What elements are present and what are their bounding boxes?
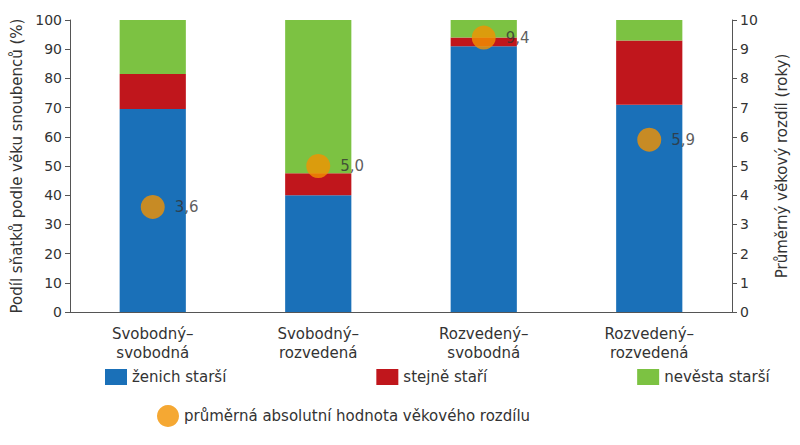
svg-text:0: 0 [740, 304, 749, 320]
svg-text:průměrná absolutní hodnota věk: průměrná absolutní hodnota věkového rozd… [184, 407, 530, 425]
svg-text:Průměrný věkový rozdíl (roky): Průměrný věkový rozdíl (roky) [773, 54, 791, 279]
svg-text:9: 9 [740, 41, 749, 57]
svg-text:8: 8 [740, 70, 749, 86]
svg-text:svobodná: svobodná [116, 344, 189, 362]
svg-text:stejně staří: stejně staří [403, 368, 488, 386]
svg-text:20: 20 [44, 246, 62, 262]
svg-text:nevěsta starší: nevěsta starší [664, 368, 770, 386]
svg-text:rozvedená: rozvedená [610, 344, 688, 362]
svg-text:Svobodný–: Svobodný– [112, 325, 194, 343]
svg-text:10: 10 [740, 12, 758, 28]
svg-text:rozvedená: rozvedená [279, 344, 357, 362]
svg-text:90: 90 [44, 41, 62, 57]
svg-text:6: 6 [740, 129, 749, 145]
svg-text:Svobodný–: Svobodný– [277, 325, 359, 343]
svg-text:3,6: 3,6 [175, 198, 199, 216]
svg-text:7: 7 [740, 100, 749, 116]
svg-text:30: 30 [44, 216, 62, 232]
svg-text:ženich starší: ženich starší [132, 368, 227, 386]
svg-text:100: 100 [35, 12, 62, 28]
svg-text:0: 0 [53, 304, 62, 320]
svg-text:50: 50 [44, 158, 62, 174]
svg-text:Rozvedený–: Rozvedený– [604, 325, 694, 343]
svg-text:4: 4 [740, 187, 749, 203]
svg-text:1: 1 [740, 275, 749, 291]
svg-text:9,4: 9,4 [506, 29, 530, 47]
svg-text:70: 70 [44, 100, 62, 116]
svg-text:svobodná: svobodná [447, 344, 520, 362]
svg-text:5: 5 [740, 158, 749, 174]
svg-text:Rozvedený–: Rozvedený– [439, 325, 529, 343]
svg-text:3: 3 [740, 216, 749, 232]
svg-text:2: 2 [740, 246, 749, 262]
svg-text:80: 80 [44, 70, 62, 86]
svg-text:60: 60 [44, 129, 62, 145]
svg-text:5,9: 5,9 [671, 131, 695, 149]
svg-text:40: 40 [44, 187, 62, 203]
svg-text:10: 10 [44, 275, 62, 291]
svg-text:Podíl sňatků podle věku snoube: Podíl sňatků podle věku snoubenců (%) [8, 19, 26, 314]
svg-text:5,0: 5,0 [340, 157, 364, 175]
